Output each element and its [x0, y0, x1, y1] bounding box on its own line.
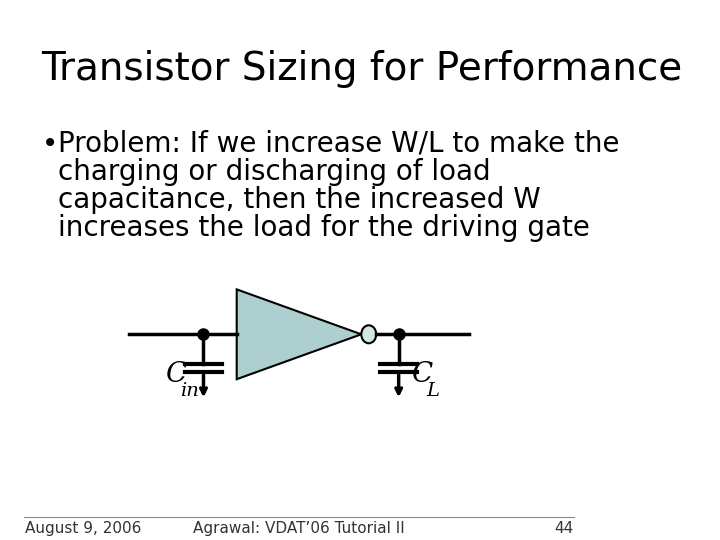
Text: charging or discharging of load: charging or discharging of load: [58, 158, 491, 186]
Text: C: C: [166, 361, 187, 388]
Polygon shape: [237, 289, 361, 379]
Text: increases the load for the driving gate: increases the load for the driving gate: [58, 213, 590, 241]
Circle shape: [361, 325, 377, 343]
Text: August 9, 2006: August 9, 2006: [25, 521, 141, 536]
Text: capacitance, then the increased W: capacitance, then the increased W: [58, 186, 541, 214]
Text: C: C: [412, 361, 433, 388]
Text: Agrawal: VDAT’06 Tutorial II: Agrawal: VDAT’06 Tutorial II: [193, 521, 405, 536]
Text: in: in: [180, 382, 199, 400]
Text: Transistor Sizing for Performance: Transistor Sizing for Performance: [42, 50, 683, 88]
Text: •: •: [42, 130, 58, 158]
Text: L: L: [426, 382, 439, 400]
Text: Problem: If we increase W/L to make the: Problem: If we increase W/L to make the: [58, 130, 620, 158]
Text: 44: 44: [554, 521, 573, 536]
